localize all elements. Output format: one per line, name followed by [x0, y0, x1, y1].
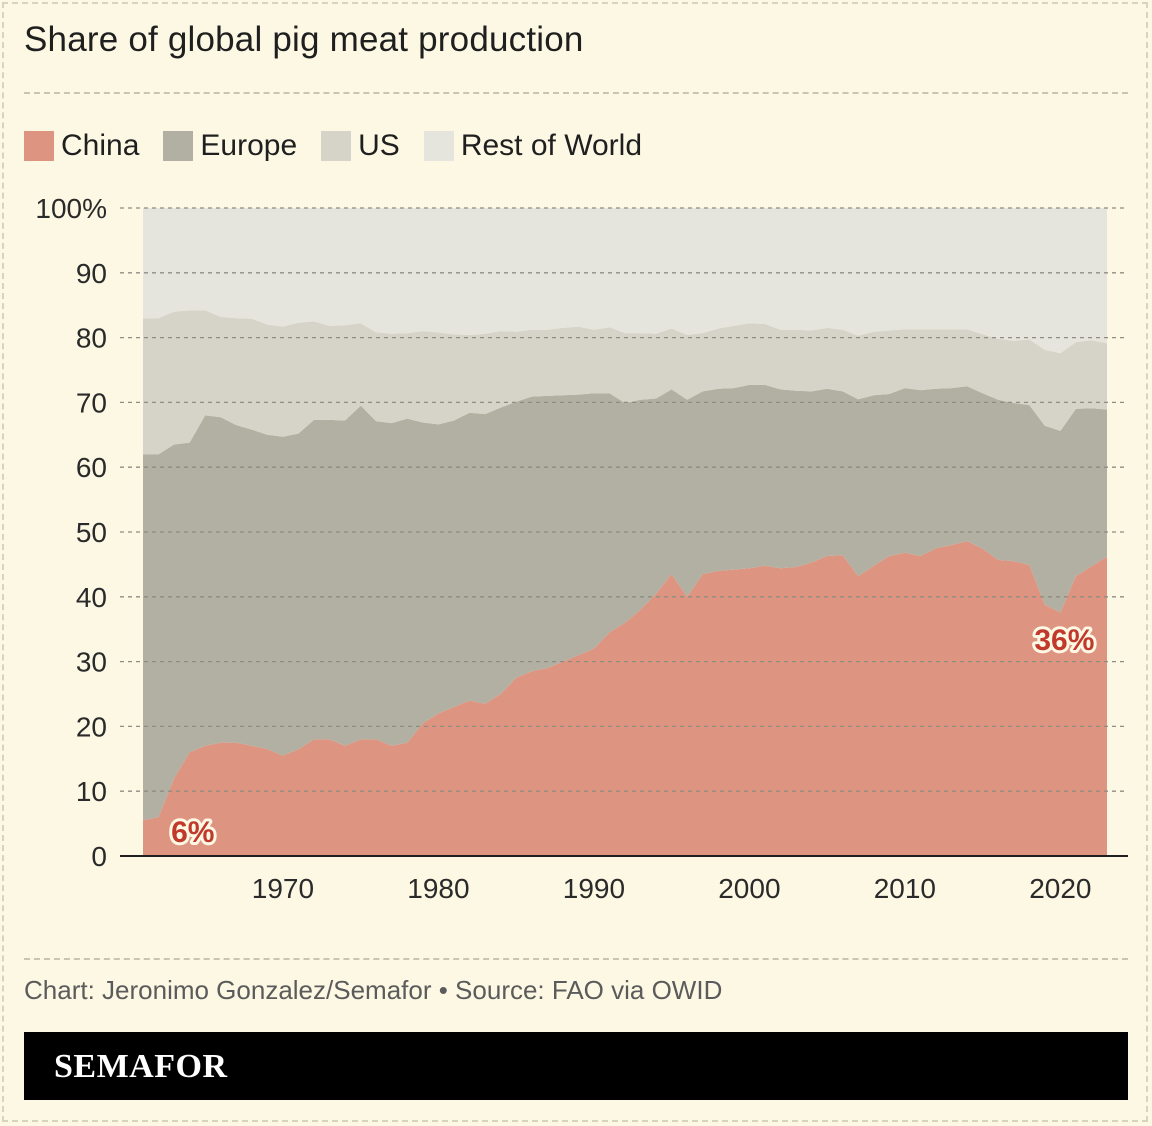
- footer-divider: [24, 958, 1128, 960]
- x-tick-label: 2020: [1029, 873, 1091, 904]
- x-tick-label: 1980: [407, 873, 469, 904]
- y-tick-label: 60: [76, 452, 107, 483]
- series-areas: [143, 208, 1107, 856]
- y-tick-label: 10: [76, 776, 107, 807]
- stacked-area-chart: 0 10 20 30 40 50 60 70 80 90 100% 1970 1980 1990 2000…: [35, 193, 1128, 904]
- legend-item-china: China: [24, 129, 139, 163]
- y-tick-label: 100%: [35, 193, 107, 224]
- legend-swatch-europe: [163, 131, 194, 161]
- brand-bar: SEMAFOR: [24, 1032, 1128, 1100]
- y-tick-label: 50: [76, 517, 107, 548]
- y-tick-label: 40: [76, 582, 107, 613]
- x-tick-label: 1990: [563, 873, 625, 904]
- legend-item-us: US: [321, 129, 400, 163]
- data-label-china: 6%: [171, 816, 214, 849]
- legend-label-us: US: [358, 129, 400, 162]
- legend-swatch-us: [321, 131, 352, 161]
- chart-title: Share of global pig meat production: [24, 20, 584, 59]
- y-axis-ticks: 0 10 20 30 40 50 60 70 80 90 100%: [35, 193, 107, 872]
- legend-label-rest-of-world: Rest of World: [460, 129, 642, 162]
- y-tick-label: 0: [91, 841, 107, 872]
- y-tick-label: 80: [76, 323, 107, 354]
- gridlines: [120, 207, 1128, 792]
- header-divider: [24, 92, 1128, 94]
- source-credit: Chart: Jeronimo Gonzalez/Semafor • Sourc…: [24, 975, 723, 1005]
- x-tick-label: 2000: [718, 873, 780, 904]
- y-tick-label: 90: [76, 258, 107, 289]
- legend-label-china: China: [61, 129, 140, 162]
- brand-logo: SEMAFOR: [54, 1048, 228, 1085]
- data-labels: 6% 36%: [168, 621, 1097, 852]
- y-tick-label: 20: [76, 711, 107, 742]
- area-china: [143, 541, 1107, 856]
- legend: China Europe US Rest of World: [24, 126, 666, 166]
- legend-swatch-rest-of-world: [423, 131, 454, 161]
- y-tick-label: 30: [76, 647, 107, 678]
- legend-swatch-china: [24, 131, 54, 161]
- data-label-china: 36%: [1034, 624, 1094, 657]
- x-tick-label: 1970: [252, 873, 314, 904]
- x-tick-label: 2010: [874, 873, 936, 904]
- legend-item-rest-of-world: Rest of World: [423, 129, 642, 163]
- area-us: [143, 310, 1107, 455]
- legend-label-europe: Europe: [200, 129, 298, 162]
- legend-item-europe: Europe: [163, 129, 297, 163]
- y-tick-label: 70: [76, 387, 107, 418]
- area-rest-of-world: [143, 208, 1107, 354]
- area-europe: [143, 384, 1107, 821]
- x-axis-ticks: 1970 1980 1990 2000 2010 2020: [252, 873, 1092, 904]
